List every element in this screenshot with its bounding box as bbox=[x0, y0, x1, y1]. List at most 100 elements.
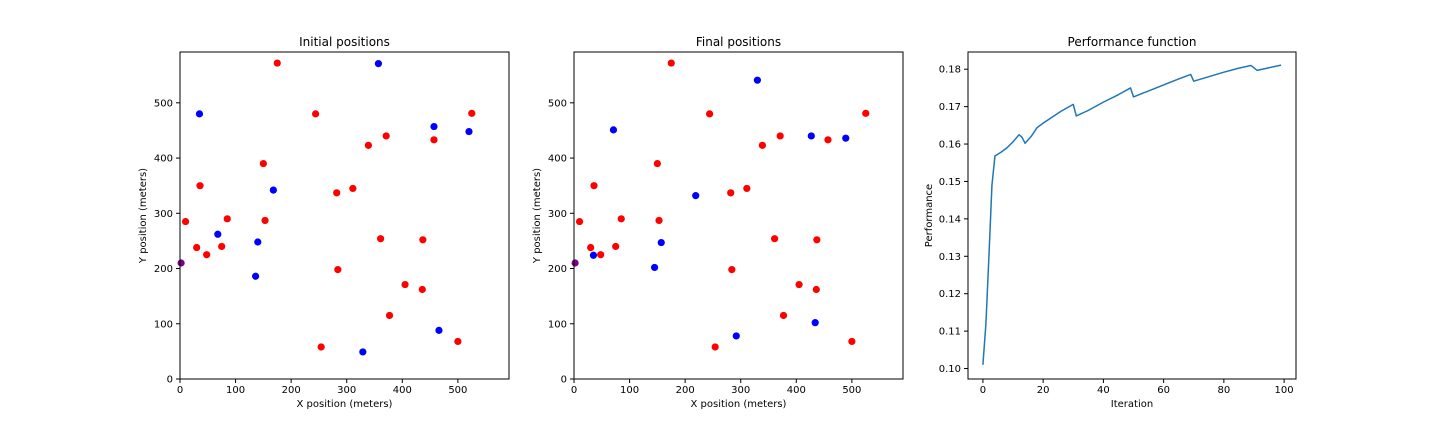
x-tick-label: 20 bbox=[1037, 385, 1050, 396]
y-tick-label: 0.17 bbox=[939, 102, 961, 113]
plot-frame bbox=[573, 51, 904, 380]
red-node-point bbox=[813, 236, 821, 244]
y-tick-label: 100 bbox=[154, 319, 173, 330]
blue-node-point bbox=[269, 186, 277, 194]
red-node-point bbox=[382, 132, 390, 140]
blue-node-point bbox=[251, 272, 260, 280]
blue-node-point bbox=[732, 332, 740, 340]
red-node-point bbox=[587, 243, 595, 252]
red-node-point bbox=[667, 59, 675, 67]
y-tick-label: 400 bbox=[154, 154, 173, 165]
y-tick-label: 400 bbox=[548, 154, 567, 165]
y-tick-label: 200 bbox=[154, 264, 173, 275]
red-node-point bbox=[334, 266, 342, 274]
red-node-point bbox=[468, 109, 476, 117]
red-node-point bbox=[349, 184, 357, 193]
red-node-point bbox=[653, 159, 661, 168]
blue-node-point bbox=[374, 59, 383, 68]
red-node-point bbox=[364, 141, 372, 149]
x-tick-label: 0 bbox=[177, 385, 183, 396]
y-tick-label: 0.15 bbox=[939, 177, 961, 188]
x-tick-label: 40 bbox=[1097, 385, 1110, 396]
y-tick-label: 300 bbox=[154, 209, 173, 220]
red-node-point bbox=[771, 235, 779, 243]
red-node-point bbox=[728, 266, 736, 274]
x-tick-label: 200 bbox=[676, 385, 695, 396]
x-axis-label: X position (meters) bbox=[297, 399, 393, 410]
blue-node-point bbox=[435, 326, 443, 334]
y-tick-label: 0.11 bbox=[939, 327, 961, 338]
blue-node-point bbox=[195, 110, 204, 118]
red-node-point bbox=[273, 59, 281, 67]
x-tick-label: 100 bbox=[1275, 385, 1294, 396]
red-node-point bbox=[181, 217, 190, 226]
y-tick-label: 0.10 bbox=[939, 364, 961, 375]
red-node-point bbox=[655, 216, 663, 225]
red-node-point bbox=[862, 109, 870, 117]
plot-frame bbox=[967, 51, 1297, 380]
y-tick-label: 0.16 bbox=[939, 140, 961, 151]
blue-node-point bbox=[465, 127, 473, 136]
blue-node-point bbox=[254, 238, 262, 246]
plot-frame bbox=[179, 51, 510, 380]
x-tick-label: 0 bbox=[571, 385, 577, 396]
red-node-point bbox=[401, 280, 409, 289]
y-axis-label: Performance bbox=[924, 184, 935, 247]
red-node-point bbox=[259, 159, 267, 168]
red-node-point bbox=[418, 285, 426, 294]
x-tick-label: 100 bbox=[226, 385, 245, 396]
blue-node-point bbox=[359, 348, 367, 356]
red-node-point bbox=[590, 182, 598, 190]
blue-node-point bbox=[692, 192, 700, 200]
red-node-point bbox=[575, 217, 584, 226]
red-node-point bbox=[193, 243, 201, 252]
red-node-point bbox=[758, 141, 766, 149]
red-node-point bbox=[430, 136, 438, 144]
x-tick-label: 300 bbox=[337, 385, 356, 396]
x-tick-label: 300 bbox=[731, 385, 750, 396]
red-node-point bbox=[795, 280, 803, 289]
x-tick-label: 0 bbox=[980, 385, 986, 396]
plot-data bbox=[571, 59, 870, 351]
red-node-point bbox=[218, 242, 226, 251]
purple-node-point bbox=[177, 259, 185, 267]
blue-node-point bbox=[430, 122, 438, 131]
red-node-point bbox=[617, 215, 625, 223]
chart-panel-3: Performance function 0 20 40 60 80 100 0.10 0.11… bbox=[924, 35, 1297, 410]
y-tick-label: 0 bbox=[561, 375, 567, 386]
x-tick-label: 400 bbox=[393, 385, 412, 396]
red-node-point bbox=[385, 311, 394, 320]
y-tick-label: 0.12 bbox=[939, 289, 961, 300]
chart-title: Performance function bbox=[1068, 35, 1197, 49]
blue-node-point bbox=[589, 251, 598, 259]
x-axis-label: X position (meters) bbox=[691, 399, 787, 410]
y-tick-label: 500 bbox=[548, 98, 567, 109]
chart-panel-2: Final positions 0 100 200 300 400 500 0 100 200 30… bbox=[532, 35, 904, 410]
x-tick-label: 60 bbox=[1157, 385, 1170, 396]
y-tick-label: 100 bbox=[548, 319, 567, 330]
plot-data bbox=[177, 59, 476, 356]
red-node-point bbox=[261, 216, 269, 225]
red-node-point bbox=[223, 215, 231, 223]
chart-title: Final positions bbox=[696, 35, 781, 49]
blue-node-point bbox=[650, 263, 659, 272]
y-tick-label: 500 bbox=[154, 98, 173, 109]
blue-node-point bbox=[807, 132, 815, 140]
red-node-point bbox=[597, 251, 605, 259]
blue-node-point bbox=[214, 230, 222, 238]
red-node-point bbox=[743, 184, 751, 193]
red-node-point bbox=[711, 343, 719, 351]
red-node-point bbox=[727, 189, 735, 197]
x-tick-label: 80 bbox=[1217, 385, 1230, 396]
red-node-point bbox=[779, 311, 788, 320]
red-node-point bbox=[333, 189, 341, 197]
red-node-point bbox=[706, 110, 714, 118]
purple-node-point bbox=[571, 259, 579, 267]
blue-node-point bbox=[657, 238, 665, 247]
red-node-point bbox=[196, 182, 204, 190]
blue-node-point bbox=[811, 319, 819, 327]
x-tick-label: 400 bbox=[787, 385, 806, 396]
y-tick-label: 200 bbox=[548, 264, 567, 275]
y-tick-label: 300 bbox=[548, 209, 567, 220]
